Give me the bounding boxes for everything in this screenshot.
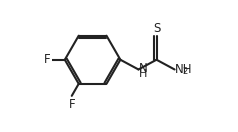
Text: 2: 2	[183, 67, 188, 76]
Text: H: H	[139, 69, 148, 79]
Text: N: N	[139, 62, 148, 75]
Text: NH: NH	[175, 63, 193, 76]
Text: S: S	[153, 22, 160, 35]
Text: F: F	[69, 98, 75, 111]
Text: F: F	[44, 53, 50, 66]
